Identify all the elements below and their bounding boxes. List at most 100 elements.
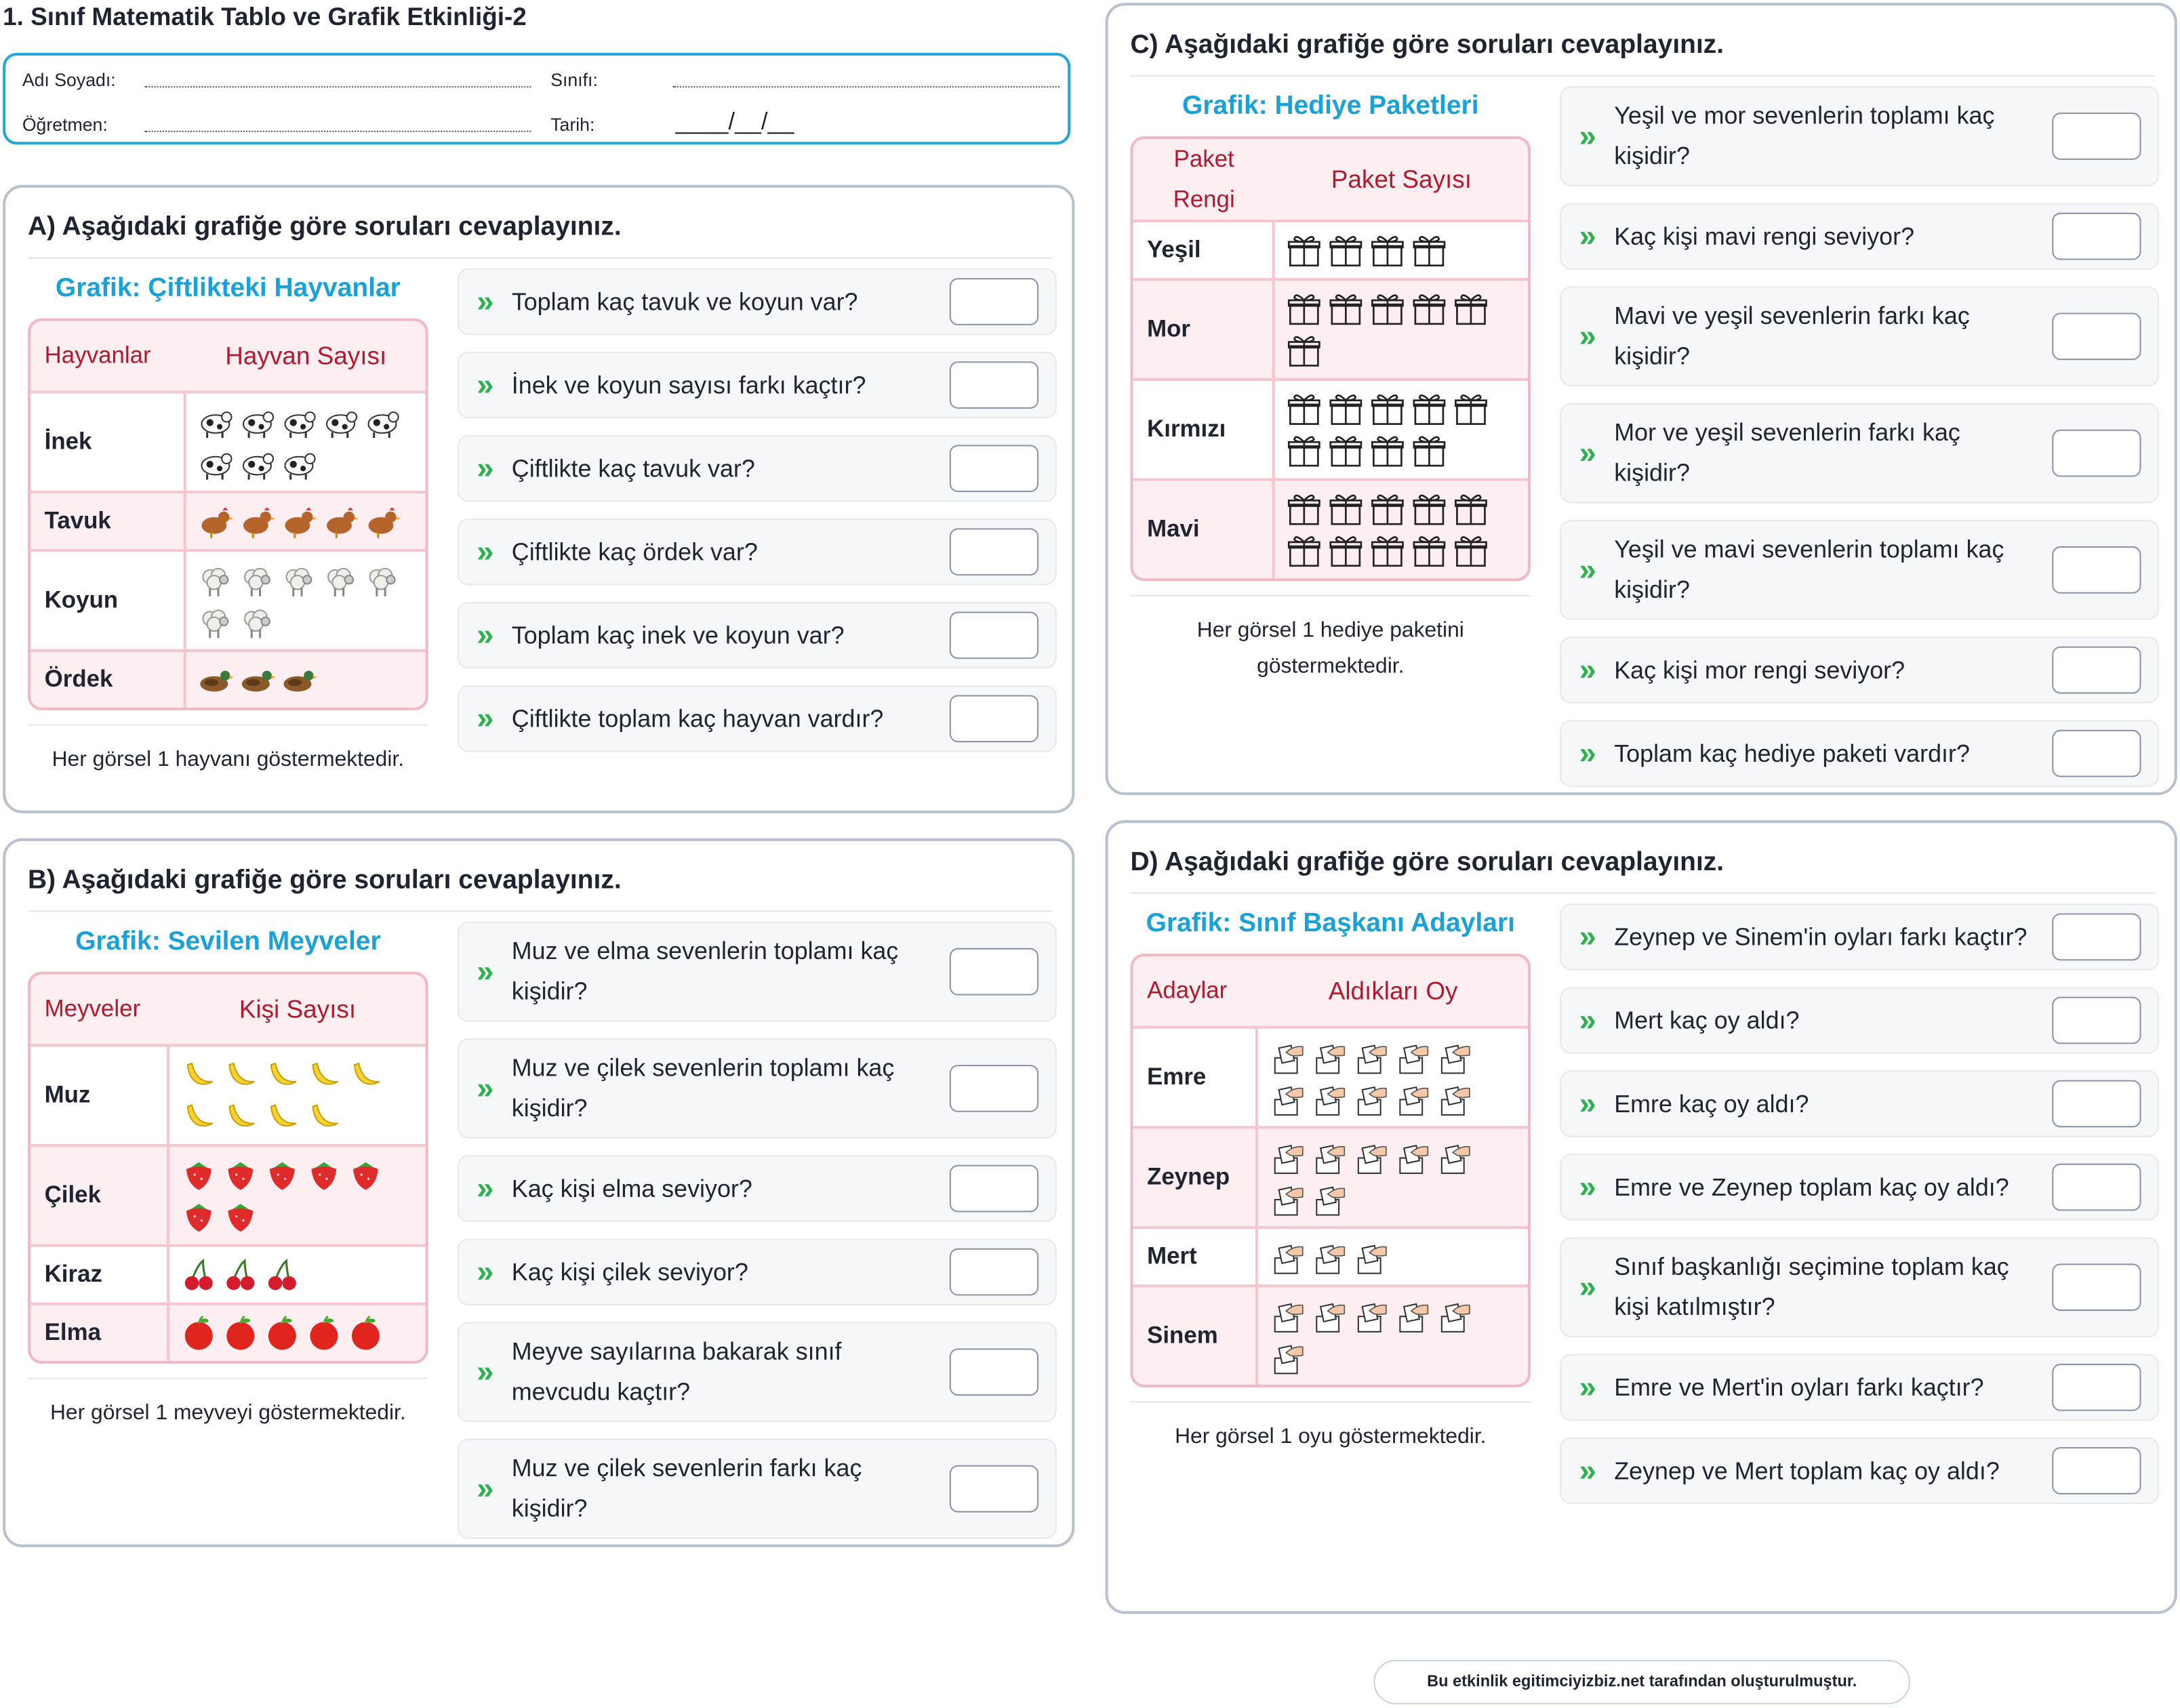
answer-box xyxy=(2052,212,2141,260)
question: » Çiftlikte toplam kaç hayvan vardır? xyxy=(457,685,1057,752)
icon-cell xyxy=(1258,1287,1528,1385)
column-header: Meyveler xyxy=(44,995,141,1022)
row-label: Mor xyxy=(1133,281,1275,378)
label: Sınıfı: xyxy=(550,69,598,91)
question-text: Kaç kişi mor rengi seviyor? xyxy=(1614,655,1905,684)
pictogram-icon xyxy=(367,411,399,439)
question-text: Zeynep ve Sinem'in oyları farkı kaçtır? xyxy=(1614,922,2027,950)
pictogram-icon xyxy=(1287,336,1320,367)
pictogram-icon xyxy=(1413,436,1446,467)
pictogram-icon xyxy=(327,567,354,596)
table-header: Hayvanlar Hayvan Sayısı xyxy=(31,321,426,391)
pictogram-icon xyxy=(284,453,316,480)
question: » Kaç kişi çilek seviyor? xyxy=(457,1238,1057,1305)
table-header: Adaylar Aldıkları Oy xyxy=(1133,956,1529,1026)
arrow-icon: » xyxy=(477,1170,494,1206)
chart-note: Her görsel 1 meyveyi göstermektedir. xyxy=(28,1377,428,1432)
pictogram-icon xyxy=(201,507,234,538)
question-list: » Muz ve elma sevenlerin toplamı kaç kişi… xyxy=(457,921,1057,1539)
pictogram-icon xyxy=(1440,1303,1470,1333)
answer-box xyxy=(2052,729,2141,777)
pictogram-icon xyxy=(285,567,312,596)
table-row: Emre xyxy=(1133,1025,1529,1126)
arrow-icon: » xyxy=(477,1470,494,1506)
pictogram-icon xyxy=(1287,436,1320,467)
icon-cell xyxy=(1258,1128,1528,1226)
question: » Emre ve Mert'in oyları farkı kaçtır? xyxy=(1560,1354,2160,1421)
question-text: Kaç kişi mavi rengi seviyor? xyxy=(1614,222,1915,250)
row-label: Elma xyxy=(31,1305,170,1361)
table-row: Tavuk xyxy=(31,491,426,550)
question-text: Kaç kişi elma seviyor? xyxy=(511,1174,752,1202)
pictogram-icon xyxy=(184,1315,213,1350)
arrow-icon: » xyxy=(477,533,494,569)
pictogram-icon xyxy=(1399,1086,1429,1116)
date-blank: ____/__/__ xyxy=(675,108,794,135)
row-label: Mavi xyxy=(1133,481,1275,579)
pictogram-icon xyxy=(1287,536,1320,567)
pictogram-icon xyxy=(1329,394,1362,425)
pictogram-icon xyxy=(326,507,359,538)
arrow-icon: » xyxy=(1579,651,1596,687)
pictogram-icon xyxy=(201,411,233,439)
label: Öğretmen: xyxy=(22,114,108,135)
pictogram-icon xyxy=(1371,394,1404,425)
question-text: Toplam kaç tavuk ve koyun var? xyxy=(511,287,858,315)
question-text: Muz ve çilek sevenlerin farkı kaç kişidi… xyxy=(511,1454,862,1522)
row-label: Tavuk xyxy=(31,493,186,550)
pictogram-icon xyxy=(186,1204,211,1232)
pictogram-icon xyxy=(1287,494,1320,525)
chart-title: Grafik: Hediye Paketleri xyxy=(1182,92,1479,121)
pictogram-icon xyxy=(1455,394,1487,425)
pictogram-icon xyxy=(228,1204,254,1232)
answer-box xyxy=(949,1065,1039,1112)
question: » Toplam kaç hediye paketi vardır? xyxy=(1560,720,2160,787)
pictogram-icon xyxy=(1399,1044,1429,1074)
question-text: Muz ve çilek sevenlerin toplamı kaç kişi… xyxy=(511,1053,895,1122)
table-row: Muz xyxy=(31,1044,426,1144)
question-text: Çiftlikte kaç tavuk var? xyxy=(511,453,755,482)
question-list: » Zeynep ve Sinem'in oyları farkı kaçtır?… xyxy=(1560,903,2160,1505)
answer-box xyxy=(2052,1163,2141,1211)
pictogram-icon xyxy=(325,411,358,439)
answer-box xyxy=(949,1348,1039,1396)
question-text: Emre kaç oy aldı? xyxy=(1614,1089,1809,1117)
pictogram-icon xyxy=(243,507,276,538)
pictogram-icon xyxy=(1413,236,1446,267)
pictogram-icon xyxy=(1287,394,1320,425)
icon-cell xyxy=(1275,222,1528,278)
chart-column: Grafik: Çiftlikteki Hayvanlar Hayvanlar Ha… xyxy=(28,274,428,779)
arrow-icon: » xyxy=(1579,918,1596,954)
row-label: Kiraz xyxy=(31,1246,170,1303)
table-row: Çilek xyxy=(31,1143,426,1244)
pictogram-icon xyxy=(1440,1044,1470,1074)
chart-note: Her görsel 1 hayvanı göstermektedir. xyxy=(28,724,428,779)
pictogram-icon xyxy=(1455,536,1487,567)
pictogram-icon xyxy=(1371,236,1404,267)
pictogram-icon xyxy=(1329,436,1362,467)
column-header: Adaylar xyxy=(1147,977,1228,1004)
table-row: Mert xyxy=(1133,1225,1529,1285)
table-row: Elma xyxy=(31,1302,426,1361)
question-text: Mavi ve yeşil sevenlerin farkı kaç kişid… xyxy=(1614,302,1970,370)
question-text: Yeşil ve mor sevenlerin toplamı kaç kişi… xyxy=(1614,101,1995,170)
arrow-icon: » xyxy=(1579,552,1596,587)
pictogram-icon xyxy=(202,567,229,596)
question-text: Emre ve Zeynep toplam kaç oy aldı? xyxy=(1614,1173,2009,1201)
row-label: Muz xyxy=(31,1046,170,1144)
row-label: Kırmızı xyxy=(1133,380,1275,479)
question-text: Çiftlikte toplam kaç hayvan vardır? xyxy=(511,704,884,732)
column-header: Paket Rengi xyxy=(1173,146,1235,213)
pictogram-icon xyxy=(269,1162,295,1190)
question: » Mert kaç oy aldı? xyxy=(1560,987,2160,1054)
divider xyxy=(28,257,1053,259)
pictogram-icon xyxy=(351,1315,380,1350)
pictogram-icon xyxy=(1357,1303,1387,1333)
chart-title: Grafik: Sınıf Başkanı Adayları xyxy=(1146,909,1515,939)
pictogram-icon xyxy=(186,1062,214,1085)
pictogram-icon xyxy=(1413,494,1446,525)
answer-box xyxy=(2052,1080,2141,1128)
pictogram-icon xyxy=(226,1315,255,1350)
pictogram-icon xyxy=(242,453,275,480)
question-text: Emre ve Mert'in oyları farkı kaçtır? xyxy=(1614,1372,1984,1401)
